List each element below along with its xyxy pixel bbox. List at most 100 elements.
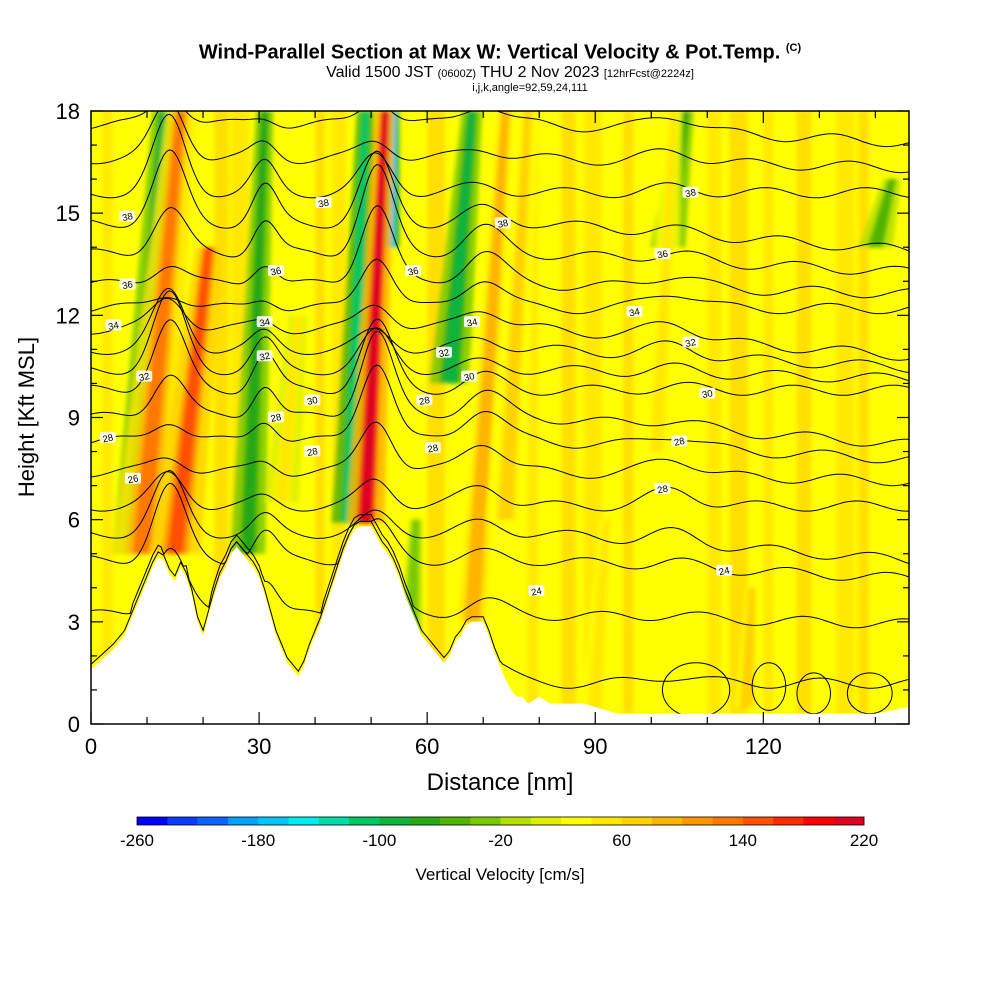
x-axis: 0 30 60 90 120 xyxy=(85,111,876,759)
svg-text:24: 24 xyxy=(530,586,543,599)
svg-text:30: 30 xyxy=(701,388,714,401)
contour-label: 30 xyxy=(699,387,716,401)
contour-label: 28 xyxy=(416,394,433,408)
svg-text:38: 38 xyxy=(684,187,697,200)
contour-label: 36 xyxy=(267,265,284,279)
contour-label: 24 xyxy=(528,585,545,599)
contour-label: 34 xyxy=(105,319,122,333)
weak-updraft-streak xyxy=(528,111,539,714)
y-tick-label: 3 xyxy=(68,610,80,635)
svg-text:34: 34 xyxy=(466,317,479,330)
contour-label: 36 xyxy=(119,278,136,292)
svg-text:28: 28 xyxy=(673,436,686,449)
weak-updraft-streak xyxy=(729,111,748,714)
svg-text:34: 34 xyxy=(107,320,120,333)
isentrope-34 xyxy=(91,258,909,315)
contour-label: 28 xyxy=(424,442,441,456)
colorbar-swatch xyxy=(470,817,501,825)
contour-label: 34 xyxy=(463,316,480,330)
colorbar-tick-label: -260 xyxy=(120,831,154,850)
isentrope-29 xyxy=(91,330,909,447)
isentrope-36 xyxy=(91,164,909,275)
weak-updraft-streak xyxy=(623,111,634,714)
contour-label: 36 xyxy=(654,248,671,262)
x-axis-label: Distance [nm] xyxy=(427,769,574,796)
svg-text:34: 34 xyxy=(259,317,272,330)
weak-updraft-streak xyxy=(707,111,722,714)
contour-label: 38 xyxy=(682,186,699,200)
copyright-mark: (C) xyxy=(785,42,802,54)
contour-label: 32 xyxy=(136,370,153,384)
colorbar-swatch xyxy=(288,817,320,825)
colorbar-swatch xyxy=(227,817,259,825)
colorbar-tick-label: -100 xyxy=(362,831,396,850)
isentrope-30 xyxy=(91,318,909,396)
svg-text:36: 36 xyxy=(270,266,283,279)
isentrope-33 xyxy=(91,297,909,361)
colorbar-swatch xyxy=(318,817,350,825)
downdraft-band xyxy=(868,179,896,248)
colorbar-swatch xyxy=(803,817,835,825)
weak-updraft-streak xyxy=(315,111,326,714)
svg-text:30: 30 xyxy=(463,371,476,384)
colorbar-swatch xyxy=(591,817,622,825)
colorbar-swatch xyxy=(500,817,532,825)
contour-label: 28 xyxy=(267,411,284,425)
colorbar-swatch xyxy=(197,817,229,825)
x-tick-label: 30 xyxy=(247,734,271,759)
svg-text:36: 36 xyxy=(656,249,669,262)
x-tick-label: 0 xyxy=(85,734,97,759)
colorbar-swatch xyxy=(651,817,683,825)
colorbar-swatch xyxy=(621,817,653,825)
weak-updraft-streak xyxy=(763,111,774,714)
colorbar-swatch xyxy=(712,817,744,825)
svg-text:34: 34 xyxy=(628,306,641,319)
isentrope-contours xyxy=(91,111,909,718)
downdraft-band xyxy=(241,111,269,554)
colorbar-swatch xyxy=(530,817,562,825)
colorbar-swatch xyxy=(439,817,471,825)
updraft-band xyxy=(274,315,302,503)
valid-utc: (0600Z) xyxy=(437,67,477,80)
weak-updraft-streak xyxy=(561,111,576,714)
valid-date: THU 2 Nov 2023 xyxy=(480,63,600,81)
forecast-info: [12hrFcst@2224z] xyxy=(603,67,694,80)
contour-label: 28 xyxy=(99,431,116,445)
low-level-contour xyxy=(751,662,787,711)
contour-label: 36 xyxy=(405,265,422,279)
updraft-band xyxy=(463,111,510,622)
downdraft-band xyxy=(342,111,369,524)
y-axis-label: Height [Kft MSL] xyxy=(14,337,39,497)
colorbar-tick-label: -20 xyxy=(488,831,513,850)
weak-updraft-streak xyxy=(858,111,869,714)
y-tick-label: 6 xyxy=(68,508,80,533)
valid-time: Valid 1500 JST xyxy=(326,63,434,81)
contour-label: 26 xyxy=(125,472,142,486)
isentrope-40 xyxy=(91,111,909,148)
y-tick-label: 12 xyxy=(56,303,80,328)
svg-text:28: 28 xyxy=(427,443,440,456)
isentrope-28 xyxy=(91,364,909,464)
colorbar-swatch xyxy=(561,817,592,825)
colorbar-swatch xyxy=(137,817,168,825)
updraft-band xyxy=(739,587,756,707)
updraft-band xyxy=(498,111,532,520)
colorbar-swatch xyxy=(409,817,441,825)
downdraft-band xyxy=(442,111,476,384)
updraft-band xyxy=(132,111,186,554)
isentrope-25 xyxy=(91,469,909,564)
plot-area xyxy=(91,111,909,724)
contour-label: 38 xyxy=(119,210,136,224)
colorbar-tick-label: 220 xyxy=(850,831,878,850)
y-tick-label: 15 xyxy=(56,201,80,226)
contour-label: 34 xyxy=(256,316,273,330)
x-tick-label: 90 xyxy=(583,734,607,759)
x-tick-label: 120 xyxy=(745,734,782,759)
weak-updraft-streak xyxy=(796,111,811,714)
colorbar-swatch xyxy=(167,817,198,825)
colorbar-swatch xyxy=(258,817,289,825)
weak-updraft-streak xyxy=(836,111,855,714)
x-tick-label: 60 xyxy=(415,734,439,759)
isentrope-39 xyxy=(91,111,909,174)
